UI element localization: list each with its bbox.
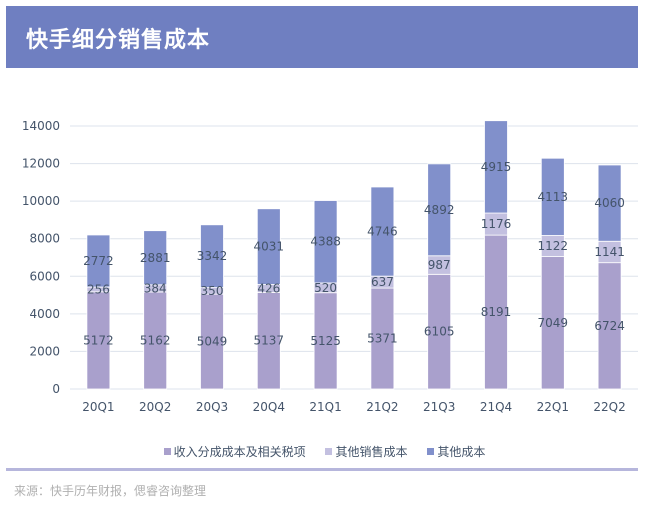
bar-segment (427, 163, 452, 257)
data-label: 5162 (140, 334, 171, 348)
data-label: 7049 (538, 316, 569, 330)
x-tick-label: 20Q3 (196, 400, 228, 414)
bar-segment (370, 186, 395, 277)
bars (86, 120, 622, 390)
y-tick-label: 12000 (22, 157, 60, 171)
x-tick-label: 20Q2 (139, 400, 171, 414)
data-label: 8191 (481, 305, 512, 319)
data-label: 4892 (424, 203, 455, 217)
y-tick-label: 8000 (29, 232, 60, 246)
x-tick-label: 20Q4 (253, 400, 285, 414)
data-label: 520 (314, 281, 337, 295)
bar-segment (540, 157, 565, 236)
legend-label: 其他销售成本 (335, 445, 408, 459)
y-tick-label: 2000 (29, 344, 60, 358)
data-label: 1141 (594, 245, 625, 259)
bar-segment (143, 230, 168, 286)
data-label: 6724 (594, 319, 625, 333)
x-tick-label: 20Q1 (82, 400, 114, 414)
legend-swatch (163, 448, 171, 455)
y-axis-ticks: 0 2000 4000 6000 8000 10000 12000 14000 (22, 119, 60, 396)
chart-header: 快手细分销售成本 (6, 6, 638, 68)
y-tick-label: 4000 (29, 307, 60, 321)
data-label: 987 (428, 258, 451, 272)
source-note: 来源：快手历年财报，偲睿咨询整理 (14, 484, 207, 498)
data-label: 6105 (424, 325, 455, 339)
x-tick-label: 22Q2 (593, 400, 625, 414)
bar-segment (86, 234, 111, 288)
data-label: 5172 (83, 333, 114, 347)
data-label: 384 (144, 281, 167, 295)
chart-area: 0 2000 4000 6000 8000 10000 12000 14000 5172 256… (0, 100, 649, 460)
data-label: 256 (87, 282, 110, 296)
legend-item-other-cost: 其他成本 (427, 443, 485, 460)
x-tick-label: 21Q2 (366, 400, 398, 414)
data-label: 4060 (594, 196, 625, 210)
data-label: 2881 (140, 251, 171, 265)
chart-title: 快手细分销售成本 (26, 28, 211, 53)
legend-swatch (427, 448, 435, 455)
bar-segment (256, 208, 281, 285)
bar-segment (313, 200, 338, 284)
data-label: 1176 (481, 217, 512, 231)
footer-divider (6, 468, 638, 471)
data-label: 4031 (254, 240, 285, 254)
data-label: 2772 (83, 254, 114, 268)
y-tick-label: 6000 (29, 269, 60, 283)
data-label: 5137 (254, 334, 285, 348)
x-tick-label: 21Q3 (423, 400, 455, 414)
data-label: 637 (371, 275, 394, 289)
legend-item-revenue-share: 收入分成成本及相关税项 (163, 443, 306, 460)
data-label: 426 (257, 281, 280, 295)
data-labels: 5172 256 2772 5162 384 2881 5049 350 3342 5137 426… (83, 160, 625, 349)
x-tick-label: 21Q1 (309, 400, 341, 414)
x-tick-label: 21Q4 (480, 400, 512, 414)
bar-segment (484, 120, 508, 214)
x-axis-ticks: 20Q1 20Q2 20Q3 20Q4 21Q1 21Q2 21Q3 21Q4 22Q1 22Q2 (82, 400, 626, 414)
bar-segment (200, 224, 224, 288)
legend-label: 收入分成成本及相关税项 (173, 445, 306, 459)
data-label: 4113 (538, 190, 569, 204)
data-label: 1122 (538, 239, 569, 253)
legend: 收入分成成本及相关税项 其他销售成本 其他成本 (0, 443, 649, 460)
data-label: 350 (201, 284, 224, 298)
y-tick-label: 14000 (22, 119, 60, 133)
data-label: 5049 (197, 335, 228, 349)
data-label: 5125 (310, 334, 341, 348)
data-label: 4746 (367, 225, 398, 239)
data-label: 3342 (197, 249, 228, 263)
stacked-bar-chart: 0 2000 4000 6000 8000 10000 12000 14000 5172 256… (22, 119, 638, 414)
data-label: 4915 (481, 160, 512, 174)
data-label: 4388 (310, 235, 341, 249)
y-tick-label: 0 (52, 382, 60, 396)
legend-label: 其他成本 (437, 445, 486, 459)
legend-item-other-sales-cost: 其他销售成本 (325, 443, 408, 460)
y-tick-label: 10000 (22, 194, 60, 208)
data-label: 5371 (367, 332, 398, 346)
bar-segment (597, 164, 622, 242)
x-tick-label: 22Q1 (537, 400, 569, 414)
legend-swatch (325, 448, 333, 455)
